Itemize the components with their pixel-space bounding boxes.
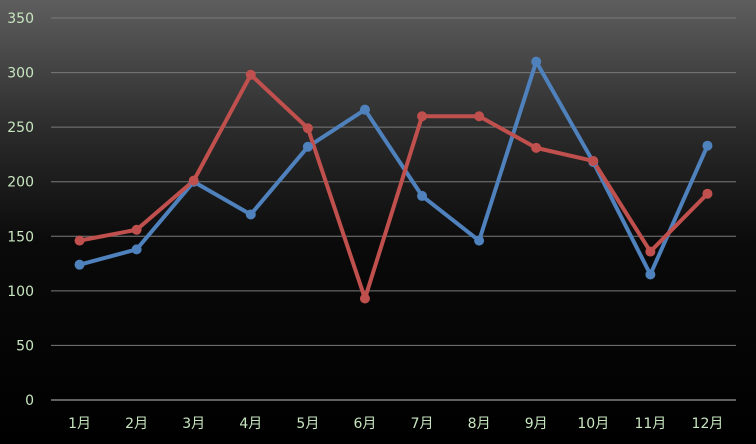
series-2-point [131,224,142,235]
y-tick-label: 350 [7,11,34,27]
series-1-point [359,104,370,115]
y-tick-label: 150 [7,229,34,245]
series-1-point [702,140,713,151]
series-1-point [645,269,656,280]
x-tick-label: 1月 [68,416,91,432]
series-2-point [359,293,370,304]
y-tick-label: 200 [7,175,34,191]
series-2-line [79,72,709,301]
x-tick-label: 8月 [468,416,491,432]
series-1-point [74,259,85,270]
series-2-point [474,111,485,122]
y-tick-label: 300 [7,66,34,82]
x-tick-label: 10月 [577,416,609,432]
series-1-point [531,56,542,67]
series-1-point [245,209,256,220]
series-2-point [74,235,85,246]
x-tick-label: 4月 [239,416,262,432]
y-tick-label: 50 [16,338,34,354]
series-1-point [417,190,428,201]
series-2-point [702,188,713,199]
x-tick-label: 2月 [125,416,148,432]
y-tick-label: 100 [7,284,34,300]
series-2-point [302,123,313,134]
series-1-point [302,141,313,152]
x-tick-label: 3月 [182,416,205,432]
series-2-point [531,142,542,153]
series-2-point [188,175,199,186]
x-tick-label: 6月 [353,416,376,432]
series-2-point [588,155,599,166]
series-2-point [645,246,656,257]
x-tick-label: 7月 [411,416,434,432]
y-tick-label: 250 [7,120,34,136]
x-tick-label: 11月 [634,416,666,432]
series-2-point [417,111,428,122]
series-1-point [131,244,142,255]
x-tick-label: 12月 [692,416,724,432]
series-1-point [474,235,485,246]
x-tick-label: 9月 [525,416,548,432]
series-1-line [79,59,710,277]
y-tick-label: 0 [25,393,34,409]
x-tick-label: 5月 [296,416,319,432]
series-2-point [245,69,256,80]
